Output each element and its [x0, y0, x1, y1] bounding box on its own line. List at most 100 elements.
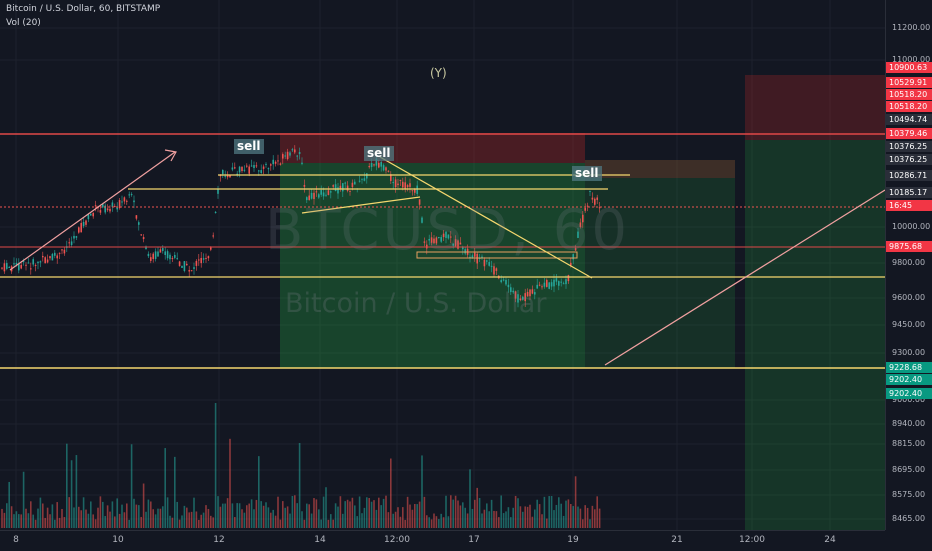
volume-bar: [102, 501, 104, 528]
chart-area[interactable]: Bitcoin / U.S. Dollar, 60, BITSTAMP Vol …: [0, 0, 885, 530]
candle-body: [32, 259, 34, 265]
time-tick-label: 12: [213, 535, 225, 545]
volume-bar: [82, 497, 85, 528]
volume-bar: [133, 498, 135, 528]
volume-bar: [162, 506, 164, 528]
position-stop-2: [585, 160, 735, 178]
price-axis[interactable]: 11200.00 11000.00 10000.00 9800.00 9600.00 94…: [885, 0, 932, 530]
candle-body: [344, 182, 346, 184]
time-axis[interactable]: 8 10 12 14 12:00 17 19 21 12:00 24: [0, 530, 885, 551]
candle-body: [157, 251, 159, 257]
candle-body: [421, 217, 423, 223]
candle-body: [301, 162, 303, 164]
volume-bar: [255, 499, 258, 528]
candle-body: [423, 241, 426, 243]
candle-body: [325, 194, 327, 196]
volume-bar: [454, 495, 457, 528]
volume-bar: [145, 511, 147, 528]
y-annotation[interactable]: (Y): [430, 66, 447, 80]
orange-box[interactable]: [416, 251, 578, 259]
candle-body: [90, 213, 92, 216]
volume-bar: [500, 495, 502, 528]
candle-body: [332, 185, 334, 187]
volume-bar: [226, 498, 229, 528]
volume-bar: [97, 507, 99, 528]
volume-bar: [34, 519, 37, 528]
price-badge: 10376.25: [886, 154, 932, 165]
volume-bar: [478, 497, 481, 528]
volume-bar: [54, 519, 56, 528]
projection-line[interactable]: [604, 189, 885, 366]
candle-body: [135, 215, 138, 219]
candle-body: [577, 231, 579, 238]
candle-body: [471, 255, 474, 259]
volume-bar: [378, 497, 380, 528]
volume-bar: [301, 511, 303, 528]
candle-body: [265, 163, 267, 165]
volume-bar: [37, 508, 39, 528]
volume-bar: [241, 509, 243, 528]
candle-body: [282, 154, 284, 159]
volume-bar: [334, 503, 337, 528]
volume-bar: [354, 505, 356, 528]
price-badge: 10286.71: [886, 170, 932, 181]
sell-label-2[interactable]: sell: [364, 146, 394, 161]
volume-bar: [10, 506, 13, 528]
volume-bar: [394, 511, 397, 528]
sell-label-3[interactable]: sell: [572, 166, 602, 181]
volume-bar: [238, 503, 241, 528]
volume-bar: [75, 455, 78, 528]
candle-body: [198, 259, 200, 261]
candle-body: [162, 248, 164, 251]
volume-bar: [490, 499, 493, 528]
candle-body: [414, 189, 416, 193]
candle-body: [390, 174, 392, 181]
candle-body: [462, 246, 464, 250]
trend-line-2[interactable]: [379, 156, 593, 279]
price-tick-label: 8695.00: [892, 465, 926, 474]
candle-body: [195, 260, 198, 266]
candle-body: [488, 262, 490, 266]
sell-label-1[interactable]: sell: [234, 139, 264, 154]
volume-bar: [138, 505, 140, 528]
candle-body: [37, 261, 39, 264]
short-profit-zone: [745, 140, 885, 530]
volume-bars: [1, 403, 601, 528]
volume-bar: [262, 505, 265, 528]
candle-body: [546, 279, 548, 287]
volume-bar: [111, 501, 114, 528]
candle-body: [493, 266, 495, 275]
candle-body: [536, 284, 538, 289]
volume-bar: [212, 517, 214, 528]
volume-bar: [193, 497, 195, 528]
price-tick-label: 9300.00: [892, 348, 926, 357]
trend-line-1[interactable]: [301, 196, 421, 214]
volume-bar: [8, 481, 10, 528]
volume-bar: [464, 507, 466, 528]
volume-bar: [18, 514, 20, 528]
volume-bar: [426, 515, 428, 528]
candle-body: [591, 197, 594, 200]
candle-body: [212, 235, 214, 237]
volume-bar: [171, 517, 174, 528]
volume-bar: [598, 508, 601, 528]
volume-bar: [358, 496, 361, 528]
arrow-line[interactable]: [9, 151, 176, 271]
candle-body: [565, 279, 567, 285]
candle-body: [171, 258, 174, 260]
candle-body: [255, 165, 258, 167]
candle-body: [541, 286, 543, 288]
chart-canvas[interactable]: [0, 0, 885, 530]
candle-body: [474, 252, 476, 257]
volume-bar: [387, 512, 390, 528]
volume-bar: [471, 508, 474, 528]
volume-bar: [579, 508, 582, 528]
volume-indicator-label[interactable]: Vol (20): [6, 18, 41, 28]
volume-bar: [555, 504, 558, 528]
volume-bar: [586, 507, 589, 528]
volume-bar: [572, 506, 574, 528]
candle-body: [44, 257, 46, 264]
volume-bar: [32, 514, 34, 528]
candle-body: [114, 205, 116, 207]
candle-body: [406, 185, 409, 188]
